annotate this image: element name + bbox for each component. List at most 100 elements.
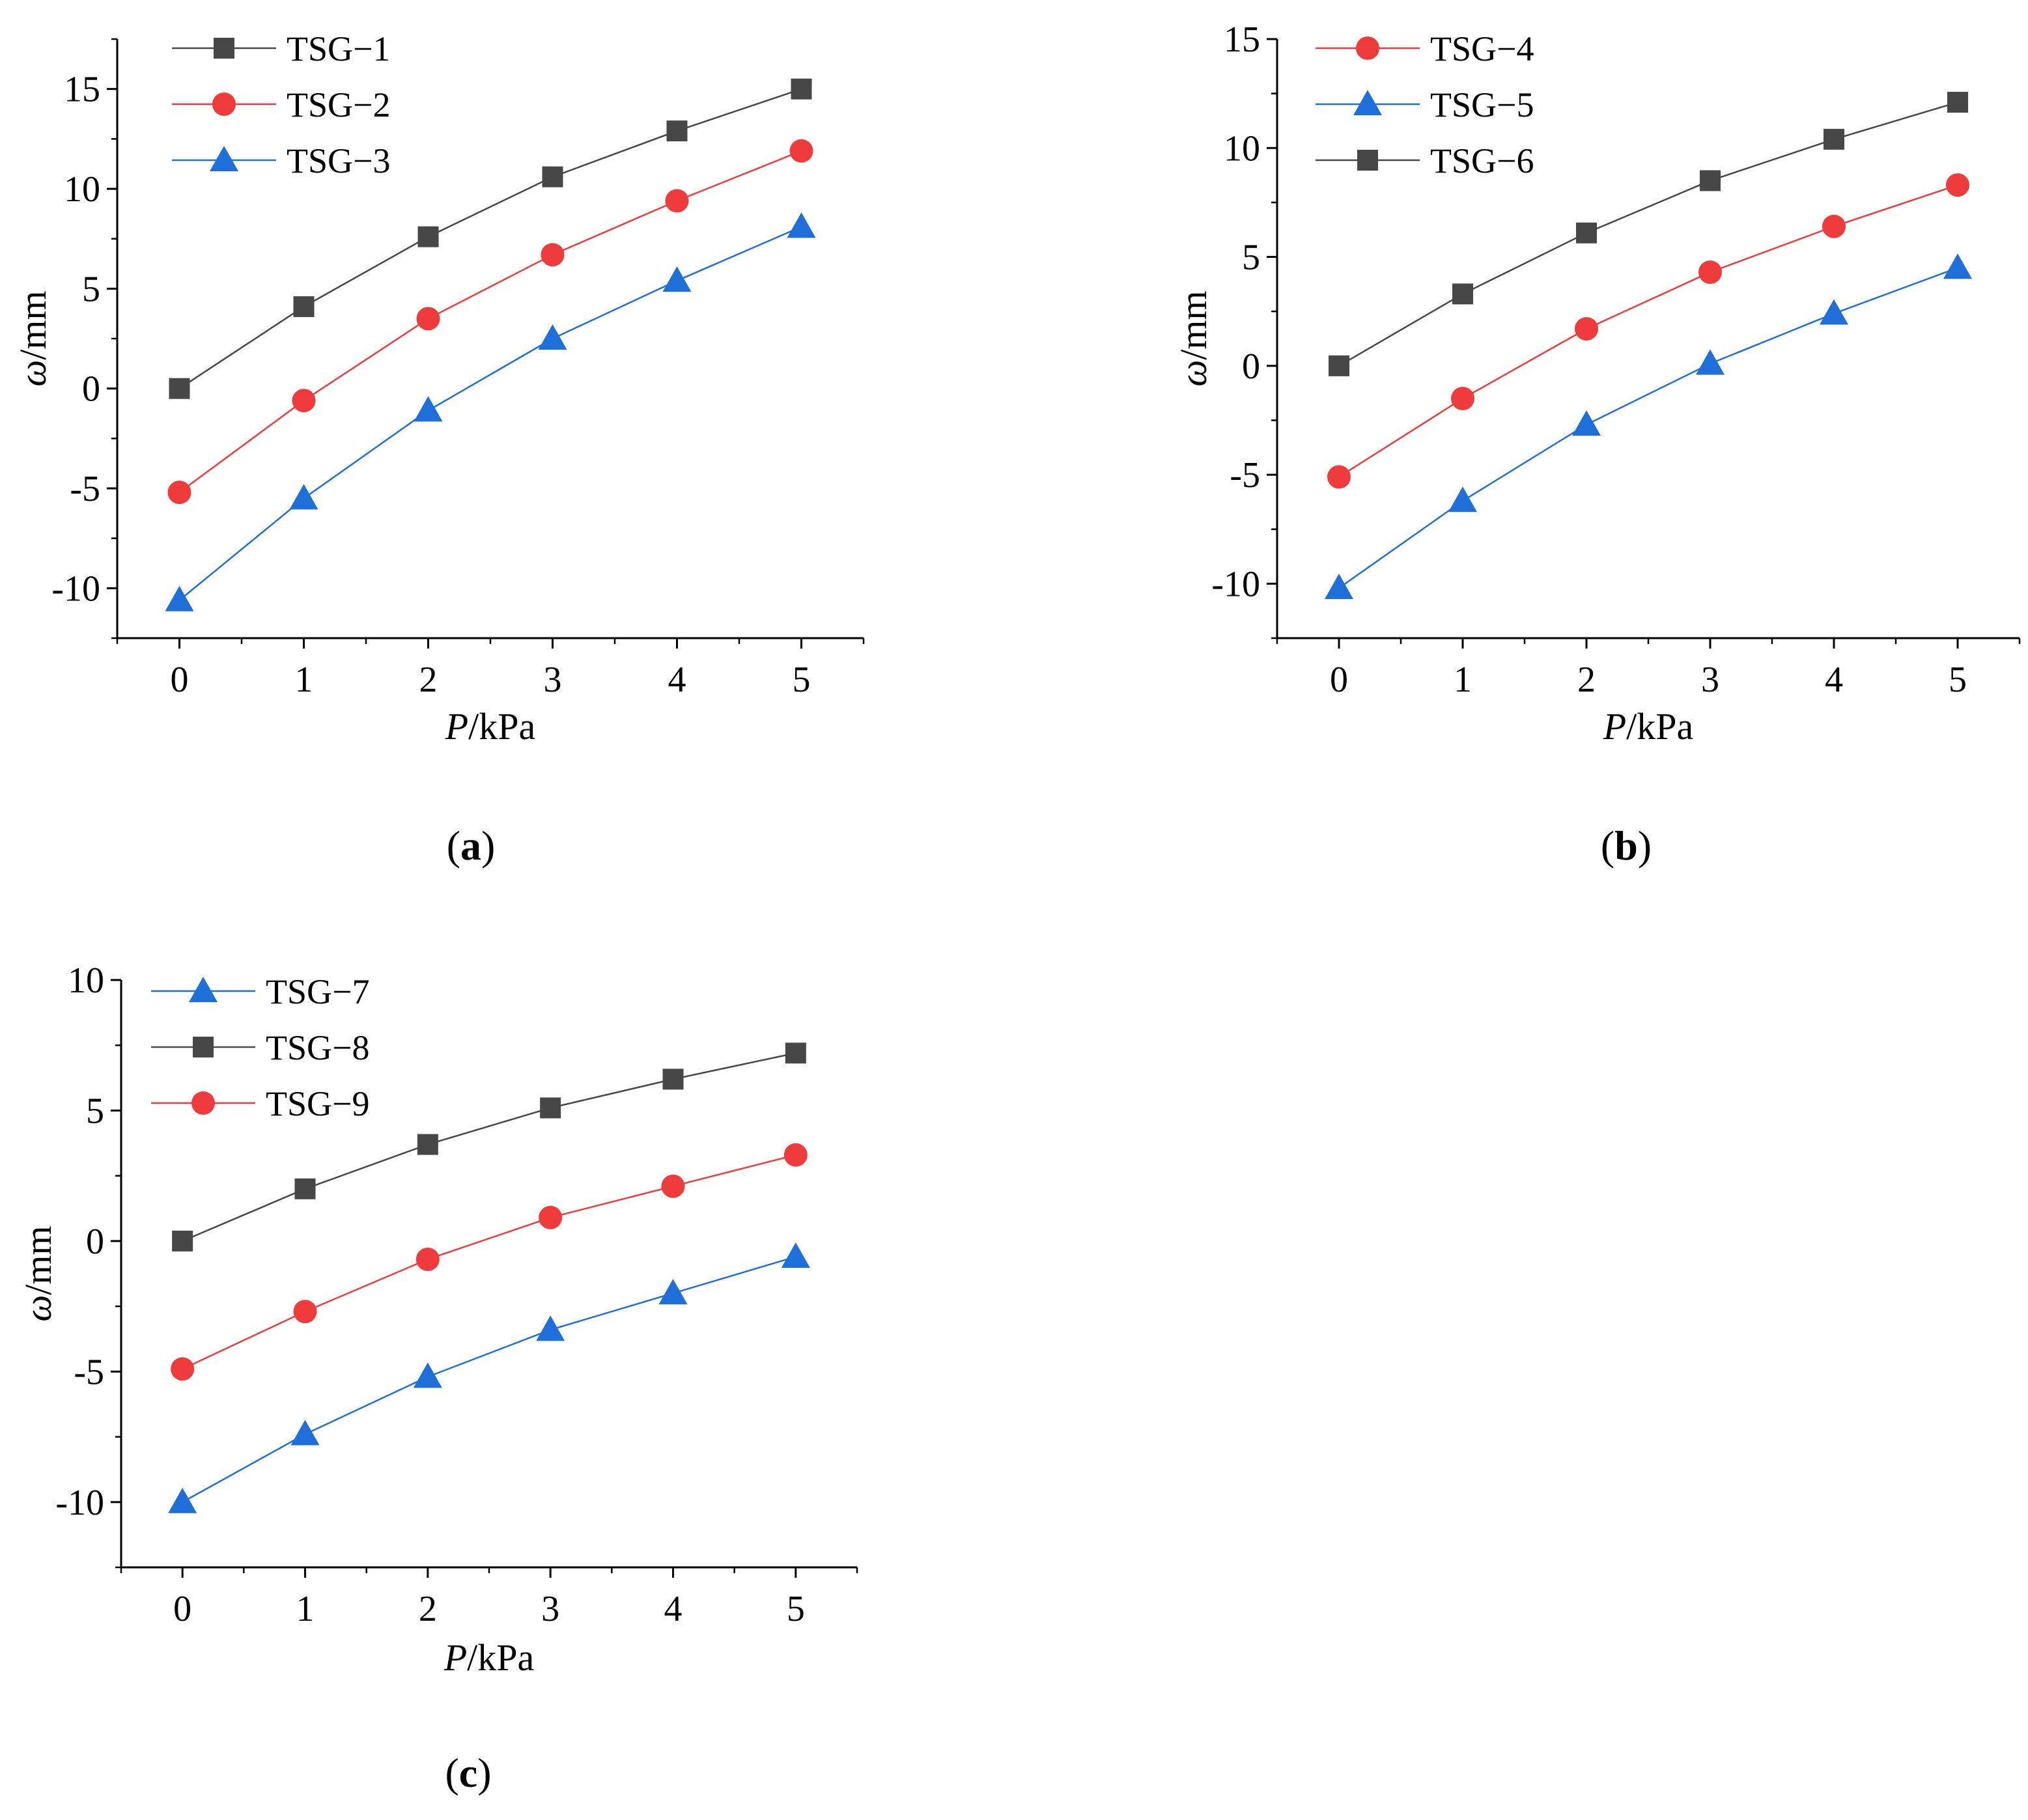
legend-label: TSG−5 (1430, 85, 1534, 124)
x-tick-label: 5 (793, 660, 811, 700)
series-TSG−6 (1329, 92, 1968, 376)
y-tick-label: -10 (51, 568, 100, 609)
series-TSG−7 (168, 1242, 810, 1513)
data-point (781, 1242, 810, 1268)
data-point (289, 484, 318, 510)
data-point (1696, 349, 1725, 375)
x-axis-label-unit: /kPa (467, 1636, 534, 1679)
data-point (171, 1357, 195, 1381)
data-point (665, 189, 689, 213)
series-line (178, 150, 802, 494)
data-point (783, 1143, 808, 1167)
legend-label: TSG−1 (287, 29, 390, 68)
chart-panel-c: -10 -5 0 5 10 0 1 2 3 4 5 P/kPa ω/mm TSG−7 TSG−8 TSG−9 (… (17, 960, 858, 1796)
series-TSG−3 (165, 212, 816, 611)
legend-entry: TSG−6 (1316, 141, 1534, 180)
legend-marker (193, 1037, 214, 1057)
x-axis-label: P/kPa (1603, 705, 1694, 748)
legend-marker (1356, 36, 1379, 60)
legend-entry: TSG−2 (172, 85, 390, 124)
y-tick-label: -10 (1211, 564, 1260, 604)
legend-entry: TSG−9 (151, 1084, 369, 1123)
x-tick-label: 5 (787, 1589, 805, 1629)
x-axis-label-symbol: P (444, 1636, 467, 1679)
data-point (661, 1174, 685, 1198)
series-line (1338, 101, 1958, 367)
series-line (182, 1154, 796, 1370)
x-tick-label: 3 (541, 1589, 559, 1629)
panel-label-letter: b (1614, 822, 1638, 869)
y-tick-label: 5 (86, 1091, 104, 1131)
y-axis-label-unit: /mm (1172, 290, 1215, 359)
chart-panel-a: -10 -5 0 5 10 15 0 1 2 3 4 5 P/kPa ω/mm TSG−1 TSG−2 TSG−… (12, 29, 865, 869)
x-axis-label-symbol: P (445, 705, 468, 748)
data-point (536, 1315, 565, 1341)
data-point (1327, 465, 1351, 489)
panel-label-paren-open: ( (447, 822, 460, 869)
data-point (538, 324, 567, 350)
y-axis-label-symbol: ω (17, 1295, 59, 1322)
series-line (1338, 184, 1958, 478)
x-tick-label: 4 (1825, 660, 1843, 700)
series-line (178, 88, 802, 389)
data-point (1576, 222, 1597, 244)
data-point (1575, 316, 1598, 341)
data-point (1698, 260, 1722, 284)
data-point (172, 1230, 193, 1252)
data-point (1943, 253, 1972, 279)
data-point (416, 307, 440, 331)
data-point (1451, 387, 1474, 410)
x-tick-label: 4 (668, 660, 686, 700)
y-tick-label: 10 (68, 960, 104, 1001)
legend-entry: TSG−5 (1316, 85, 1534, 124)
legend-marker (210, 146, 238, 171)
panel-label-paren-close: ) (477, 1750, 491, 1796)
panel-label-letter: a (460, 822, 481, 869)
data-point (1448, 486, 1477, 512)
data-point (413, 1362, 442, 1388)
series-line (182, 1052, 796, 1242)
y-tick-label: 5 (82, 269, 100, 309)
y-axis-label-symbol: ω (1172, 360, 1215, 387)
y-axis-label-unit: /mm (17, 1225, 59, 1295)
x-axis-label-unit: /kPa (468, 705, 535, 748)
series-TSG−1 (169, 78, 812, 399)
data-point (540, 1097, 561, 1119)
x-axis-label: P/kPa (444, 1636, 535, 1679)
data-point (1452, 283, 1473, 305)
y-tick-label: 0 (1242, 346, 1260, 387)
panel-label-letter: c (459, 1750, 477, 1796)
x-tick-label: 1 (295, 660, 313, 700)
series-TSG−8 (172, 1043, 806, 1252)
data-point (165, 585, 194, 611)
data-point (293, 1300, 317, 1324)
data-point (662, 266, 692, 292)
legend-marker (212, 92, 236, 116)
x-tick-label: 3 (544, 660, 562, 700)
y-tick-label: 10 (1224, 128, 1260, 169)
legend-marker (1357, 150, 1378, 171)
data-point (415, 1247, 440, 1271)
y-tick-label: 5 (1242, 238, 1260, 278)
data-point (541, 243, 565, 267)
x-tick-label: 2 (419, 660, 438, 700)
x-tick-label: 4 (664, 1589, 683, 1629)
data-point (1700, 170, 1721, 191)
legend-label: TSG−3 (287, 141, 390, 180)
legend-marker (214, 38, 234, 59)
data-point (789, 139, 813, 163)
legend-entry: TSG−7 (151, 972, 369, 1011)
panel-label-paren-open: ( (445, 1750, 458, 1796)
data-point (290, 1420, 320, 1446)
series-line (178, 226, 802, 601)
y-tick-label: -10 (55, 1483, 104, 1523)
data-point (1820, 299, 1848, 325)
x-axis-label-unit: /kPa (1626, 705, 1693, 748)
y-tick-label: 0 (82, 369, 100, 410)
data-point (167, 481, 191, 505)
panel-label-paren-close: ) (481, 822, 495, 869)
data-point (1822, 214, 1846, 238)
series-TSG−5 (1325, 253, 1972, 600)
chart-panel-b: -10 -5 0 5 10 15 0 1 2 3 4 5 P/kPa ω/mm TSG−4 TSG−5 TSG−… (1172, 20, 2021, 869)
